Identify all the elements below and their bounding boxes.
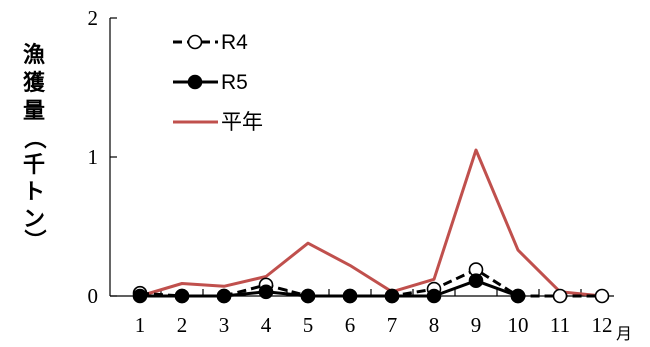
data-point — [132, 288, 148, 304]
data-point — [174, 288, 190, 304]
series-平年 — [139, 148, 603, 298]
data-point — [216, 288, 232, 304]
y-axis-label: 漁獲量 （ 千トン） — [21, 42, 46, 251]
data-point — [258, 284, 274, 300]
legend: R4 R5 平年 — [173, 31, 263, 134]
legend-swatch-marker — [187, 34, 203, 50]
legend-label: R5 — [221, 71, 248, 94]
series-line — [140, 279, 519, 298]
x-tick-label: 12 — [592, 313, 613, 337]
x-axis-unit: 月 — [616, 324, 632, 343]
x-ticks: 1 2 3 4 5 6 7 8 9 10 11 12 — [135, 289, 613, 337]
data-point — [510, 288, 526, 304]
x-tick-label: 8 — [429, 313, 440, 337]
y-label-char: 量 — [23, 99, 45, 124]
data-point — [384, 288, 400, 304]
x-tick-label: 11 — [550, 313, 570, 337]
y-label-char: ） — [21, 229, 46, 251]
y-label-char: 漁 — [23, 42, 45, 68]
x-tick-label: 6 — [345, 313, 356, 337]
y-label-char: 千 — [23, 153, 45, 178]
y-label-char: （ — [21, 127, 46, 149]
legend-item-平年: 平年 — [173, 110, 263, 134]
y-label-char: ト — [23, 180, 45, 205]
data-point — [594, 288, 610, 304]
legend-swatch-marker — [187, 74, 203, 90]
y-tick-label: 1 — [88, 145, 99, 169]
x-tick-label: 4 — [261, 313, 272, 337]
x-tick-label: 1 — [135, 313, 146, 337]
x-tick-label: 7 — [387, 313, 398, 337]
y-ticks: 0 1 2 — [88, 6, 117, 308]
legend-label: R4 — [221, 31, 248, 54]
y-tick-label: 2 — [88, 6, 99, 30]
data-point — [300, 288, 316, 304]
legend-item-R4: R4 — [173, 31, 248, 54]
legend-label: 平年 — [221, 110, 263, 134]
x-tick-label: 2 — [177, 313, 188, 337]
data-point — [342, 288, 358, 304]
series-R5 — [132, 273, 526, 304]
x-tick-label: 5 — [303, 313, 314, 337]
x-tick-label: 9 — [471, 313, 482, 337]
legend-item-R5: R5 — [173, 71, 248, 94]
y-label-char: 獲 — [23, 70, 46, 96]
series-line — [139, 148, 603, 298]
x-tick-label: 3 — [219, 313, 230, 337]
x-tick-label: 10 — [508, 313, 529, 337]
y-label-char: ン — [23, 207, 45, 232]
axes — [109, 18, 614, 297]
data-point — [426, 288, 442, 304]
data-point — [552, 288, 568, 304]
data-point — [468, 273, 484, 289]
y-tick-label: 0 — [88, 284, 99, 308]
series-layer — [132, 148, 610, 304]
